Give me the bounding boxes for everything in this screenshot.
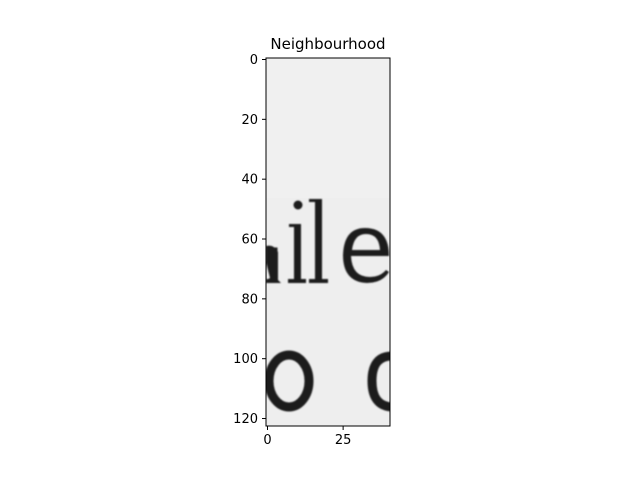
glyph-l-serif-top	[309, 199, 320, 202]
y-tick-label: 120	[233, 412, 258, 427]
chart-title: Neighbourhood	[270, 35, 385, 53]
glyph-fragments	[266, 199, 390, 412]
glyph-o	[266, 350, 314, 412]
glyph-l-serif-bottom	[309, 279, 328, 283]
glyph-i-serif-bottom	[288, 279, 306, 283]
y-axis: 0 20 40 60 80 100 120	[233, 53, 266, 427]
image-frame	[265, 57, 391, 427]
y-tick-label: 60	[241, 233, 258, 248]
y-tick-label: 0	[250, 53, 258, 68]
glyph-e	[343, 228, 389, 283]
y-tick-label: 80	[241, 292, 258, 307]
x-axis: 0 25	[263, 426, 351, 448]
glyph-a-stem	[270, 247, 278, 282]
y-tick-label: 100	[233, 352, 258, 367]
x-tick-label: 25	[335, 433, 352, 448]
glyph-c-fragment	[367, 351, 390, 412]
glyph-i-dot	[293, 200, 303, 210]
glyph-i-stem	[294, 224, 301, 281]
y-tick-label: 40	[241, 173, 258, 188]
image-panel	[266, 58, 390, 426]
x-tick-label: 0	[263, 433, 271, 448]
y-tick-label: 20	[241, 113, 258, 128]
image-background-upper	[266, 58, 390, 198]
glyph-l-stem	[315, 199, 322, 281]
glyph-i-serif-top	[289, 224, 298, 227]
